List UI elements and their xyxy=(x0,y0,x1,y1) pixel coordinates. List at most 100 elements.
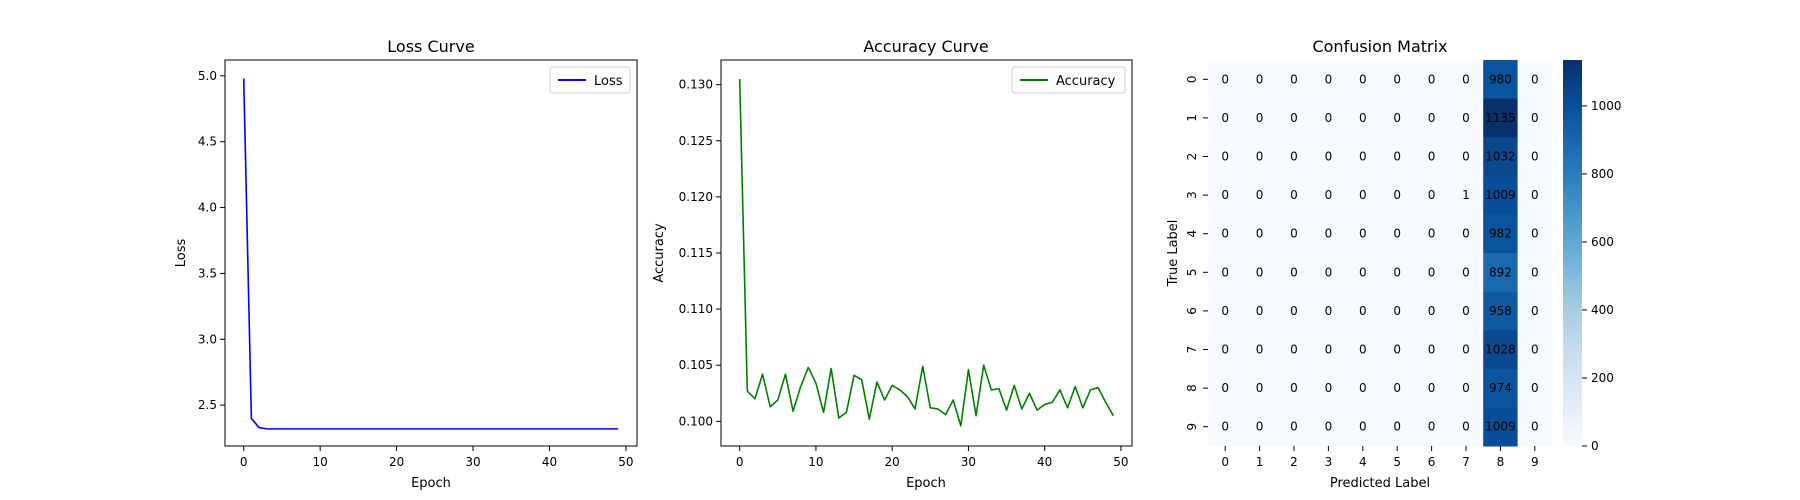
accuracy-marks: 0 10 20 30 40 50 0.100 0.105 0.110 0.115 0.120 0.12… xyxy=(679,78,1129,469)
loss-xtick-label: 10 xyxy=(313,455,328,469)
confusion-marks: 0 0 0 0 0 0 0 0 980 00 0 0 0 0 0 0 0 1135 00 0 0 0 0 0 0 0 1032 00 0… xyxy=(1185,60,1553,469)
confusion-cell xyxy=(1517,98,1553,138)
confusion-cell xyxy=(1242,368,1278,408)
confusion-cell xyxy=(1208,137,1243,177)
confusion-cell xyxy=(1414,253,1450,293)
confusion-cell xyxy=(1276,291,1312,331)
confusion-cell-value: 0 xyxy=(1393,343,1401,357)
confusion-cell xyxy=(1448,137,1484,177)
confusion-cell xyxy=(1414,137,1450,177)
confusion-cell xyxy=(1242,253,1278,293)
confusion-ytick-label: 9 xyxy=(1185,423,1199,431)
accuracy-xtick-label: 10 xyxy=(808,455,823,469)
confusion-cell xyxy=(1311,175,1347,215)
confusion-cell-value: 0 xyxy=(1462,111,1470,125)
confusion-cell-value: 0 xyxy=(1290,150,1298,164)
confusion-cell-value: 0 xyxy=(1531,304,1539,318)
confusion-cell-value: 0 xyxy=(1221,227,1229,241)
confusion-cell-value: 0 xyxy=(1428,227,1436,241)
confusion-cell xyxy=(1483,368,1519,408)
confusion-cell xyxy=(1276,60,1312,100)
confusion-cell-value: 0 xyxy=(1359,381,1367,395)
confusion-cell xyxy=(1517,291,1553,331)
confusion-cell-value: 0 xyxy=(1290,188,1298,202)
confusion-cell xyxy=(1208,253,1243,293)
confusion-cell-value: 0 xyxy=(1290,343,1298,357)
confusion-ytick-label: 3 xyxy=(1185,191,1199,199)
confusion-cell-value: 0 xyxy=(1221,265,1229,279)
accuracy-ytick-label: 0.100 xyxy=(679,414,713,428)
confusion-cell xyxy=(1345,137,1381,177)
confusion-cell xyxy=(1276,137,1312,177)
confusion-cell xyxy=(1483,60,1519,100)
accuracy-xlabel: Epoch xyxy=(906,476,946,491)
loss-xtick-label: 20 xyxy=(389,455,404,469)
confusion-cell-value: 0 xyxy=(1221,111,1229,125)
confusion-cell-value: 0 xyxy=(1325,111,1333,125)
accuracy-legend-label: Accuracy xyxy=(1056,74,1116,89)
confusion-cell xyxy=(1483,137,1519,177)
confusion-ytick-label: 1 xyxy=(1185,114,1199,122)
colorbar: 0 200 400 600 800 1000 xyxy=(1563,60,1622,453)
loss-panel: Loss Curve 0 10 20 30 40 50 2.5 3.0 3.5 4.0 4.5 5.0… xyxy=(174,37,638,491)
confusion-cell-value: 0 xyxy=(1531,150,1539,164)
confusion-cell-value: 0 xyxy=(1393,265,1401,279)
confusion-cell-value: 0 xyxy=(1325,227,1333,241)
confusion-cell-value: 0 xyxy=(1221,188,1229,202)
confusion-cell xyxy=(1242,98,1278,138)
loss-ytick-label: 3.5 xyxy=(198,266,217,280)
confusion-cell-value: 0 xyxy=(1359,111,1367,125)
confusion-cell xyxy=(1242,330,1278,370)
confusion-cell xyxy=(1276,253,1312,293)
confusion-cell-value: 0 xyxy=(1290,227,1298,241)
confusion-cell xyxy=(1448,368,1484,408)
confusion-cell xyxy=(1414,60,1450,100)
confusion-cell-value: 0 xyxy=(1462,304,1470,318)
confusion-xtick-label: 2 xyxy=(1290,455,1298,469)
confusion-cell-value: 0 xyxy=(1221,72,1229,86)
confusion-cell-value: 0 xyxy=(1325,72,1333,86)
accuracy-xtick-label: 40 xyxy=(1037,455,1052,469)
confusion-cell xyxy=(1414,291,1450,331)
confusion-ytick-label: 2 xyxy=(1185,153,1199,161)
confusion-cell xyxy=(1380,368,1415,408)
confusion-cell xyxy=(1448,330,1484,370)
confusion-cell-value: 0 xyxy=(1221,304,1229,318)
confusion-cell-value: 0 xyxy=(1325,265,1333,279)
confusion-cell-value: 0 xyxy=(1290,381,1298,395)
colorbar-tick-label: 600 xyxy=(1591,235,1614,249)
accuracy-ytick-label: 0.125 xyxy=(679,134,713,148)
confusion-cell-value: 0 xyxy=(1393,111,1401,125)
confusion-cell-value: 980 xyxy=(1489,72,1512,86)
confusion-cell-value: 0 xyxy=(1393,381,1401,395)
colorbar-tick-label: 1000 xyxy=(1591,99,1622,113)
confusion-cell xyxy=(1208,368,1243,408)
confusion-cell xyxy=(1208,60,1243,100)
confusion-cell xyxy=(1380,175,1415,215)
confusion-cell-value: 0 xyxy=(1256,227,1264,241)
loss-xtick-label: 0 xyxy=(240,455,248,469)
confusion-cell xyxy=(1208,291,1243,331)
loss-ytick-label: 5.0 xyxy=(198,69,217,83)
confusion-cell-value: 0 xyxy=(1531,265,1539,279)
confusion-cell xyxy=(1380,60,1415,100)
confusion-cell-value: 0 xyxy=(1393,72,1401,86)
loss-legend: Loss xyxy=(549,66,631,94)
confusion-cell xyxy=(1414,214,1450,254)
loss-xlabel: Epoch xyxy=(411,476,451,491)
confusion-cell xyxy=(1345,60,1381,100)
loss-series-line xyxy=(242,78,619,430)
confusion-cell-value: 0 xyxy=(1256,304,1264,318)
confusion-cell-value: 0 xyxy=(1531,420,1539,434)
accuracy-ytick-label: 0.105 xyxy=(679,358,713,372)
confusion-cell xyxy=(1311,98,1347,138)
confusion-cell-value: 0 xyxy=(1325,188,1333,202)
colorbar-tick-label: 400 xyxy=(1591,303,1614,317)
accuracy-series-line xyxy=(738,79,1115,427)
confusion-cell-value: 0 xyxy=(1428,343,1436,357)
confusion-cell-value: 0 xyxy=(1428,72,1436,86)
loss-xtick-label: 40 xyxy=(542,455,557,469)
confusion-cell-value: 0 xyxy=(1256,111,1264,125)
confusion-cell xyxy=(1414,330,1450,370)
